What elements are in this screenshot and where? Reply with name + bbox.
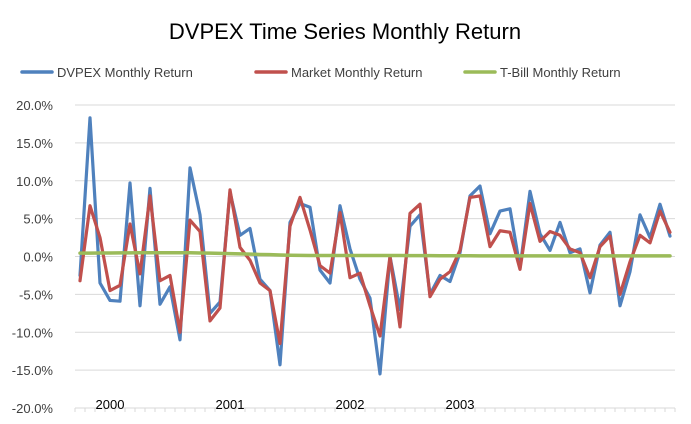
gridlines [75,104,675,371]
y-tick-label: -10.0% [12,325,54,340]
legend-item: Market Monthly Return [254,65,423,80]
y-tick-label: 15.0% [16,136,53,151]
series-line-tbill [78,250,672,258]
y-tick-label: -5.0% [19,287,53,302]
legend-label: T-Bill Monthly Return [500,65,621,80]
legend-item: DVPEX Monthly Return [20,65,193,80]
legend-label: DVPEX Monthly Return [57,65,193,80]
x-tick-label: 2002 [336,397,365,412]
x-tick-label: 2001 [216,397,245,412]
y-tick-label: 20.0% [16,98,53,113]
series-line-market [78,188,672,346]
y-axis: 20.0% 15.0% 10.0% 5.0% 0.0% -5.0% -10.0% -15.0%… [12,98,54,416]
legend-label: Market Monthly Return [291,65,423,80]
x-tick-label: 2003 [446,397,475,412]
y-tick-label: -15.0% [12,363,54,378]
legend-item: T-Bill Monthly Return [463,65,621,80]
plot-area [78,116,672,376]
legend: DVPEX Monthly Return Market Monthly Retur… [20,65,621,80]
y-tick-label: 5.0% [23,212,53,227]
y-tick-label: 0.0% [23,250,53,265]
chart-title: DVPEX Time Series Monthly Return [169,19,521,44]
series-line-dvpex [78,116,672,376]
x-tick-label: 2000 [96,397,125,412]
y-tick-label: -20.0% [12,401,54,416]
y-tick-label: 10.0% [16,174,53,189]
